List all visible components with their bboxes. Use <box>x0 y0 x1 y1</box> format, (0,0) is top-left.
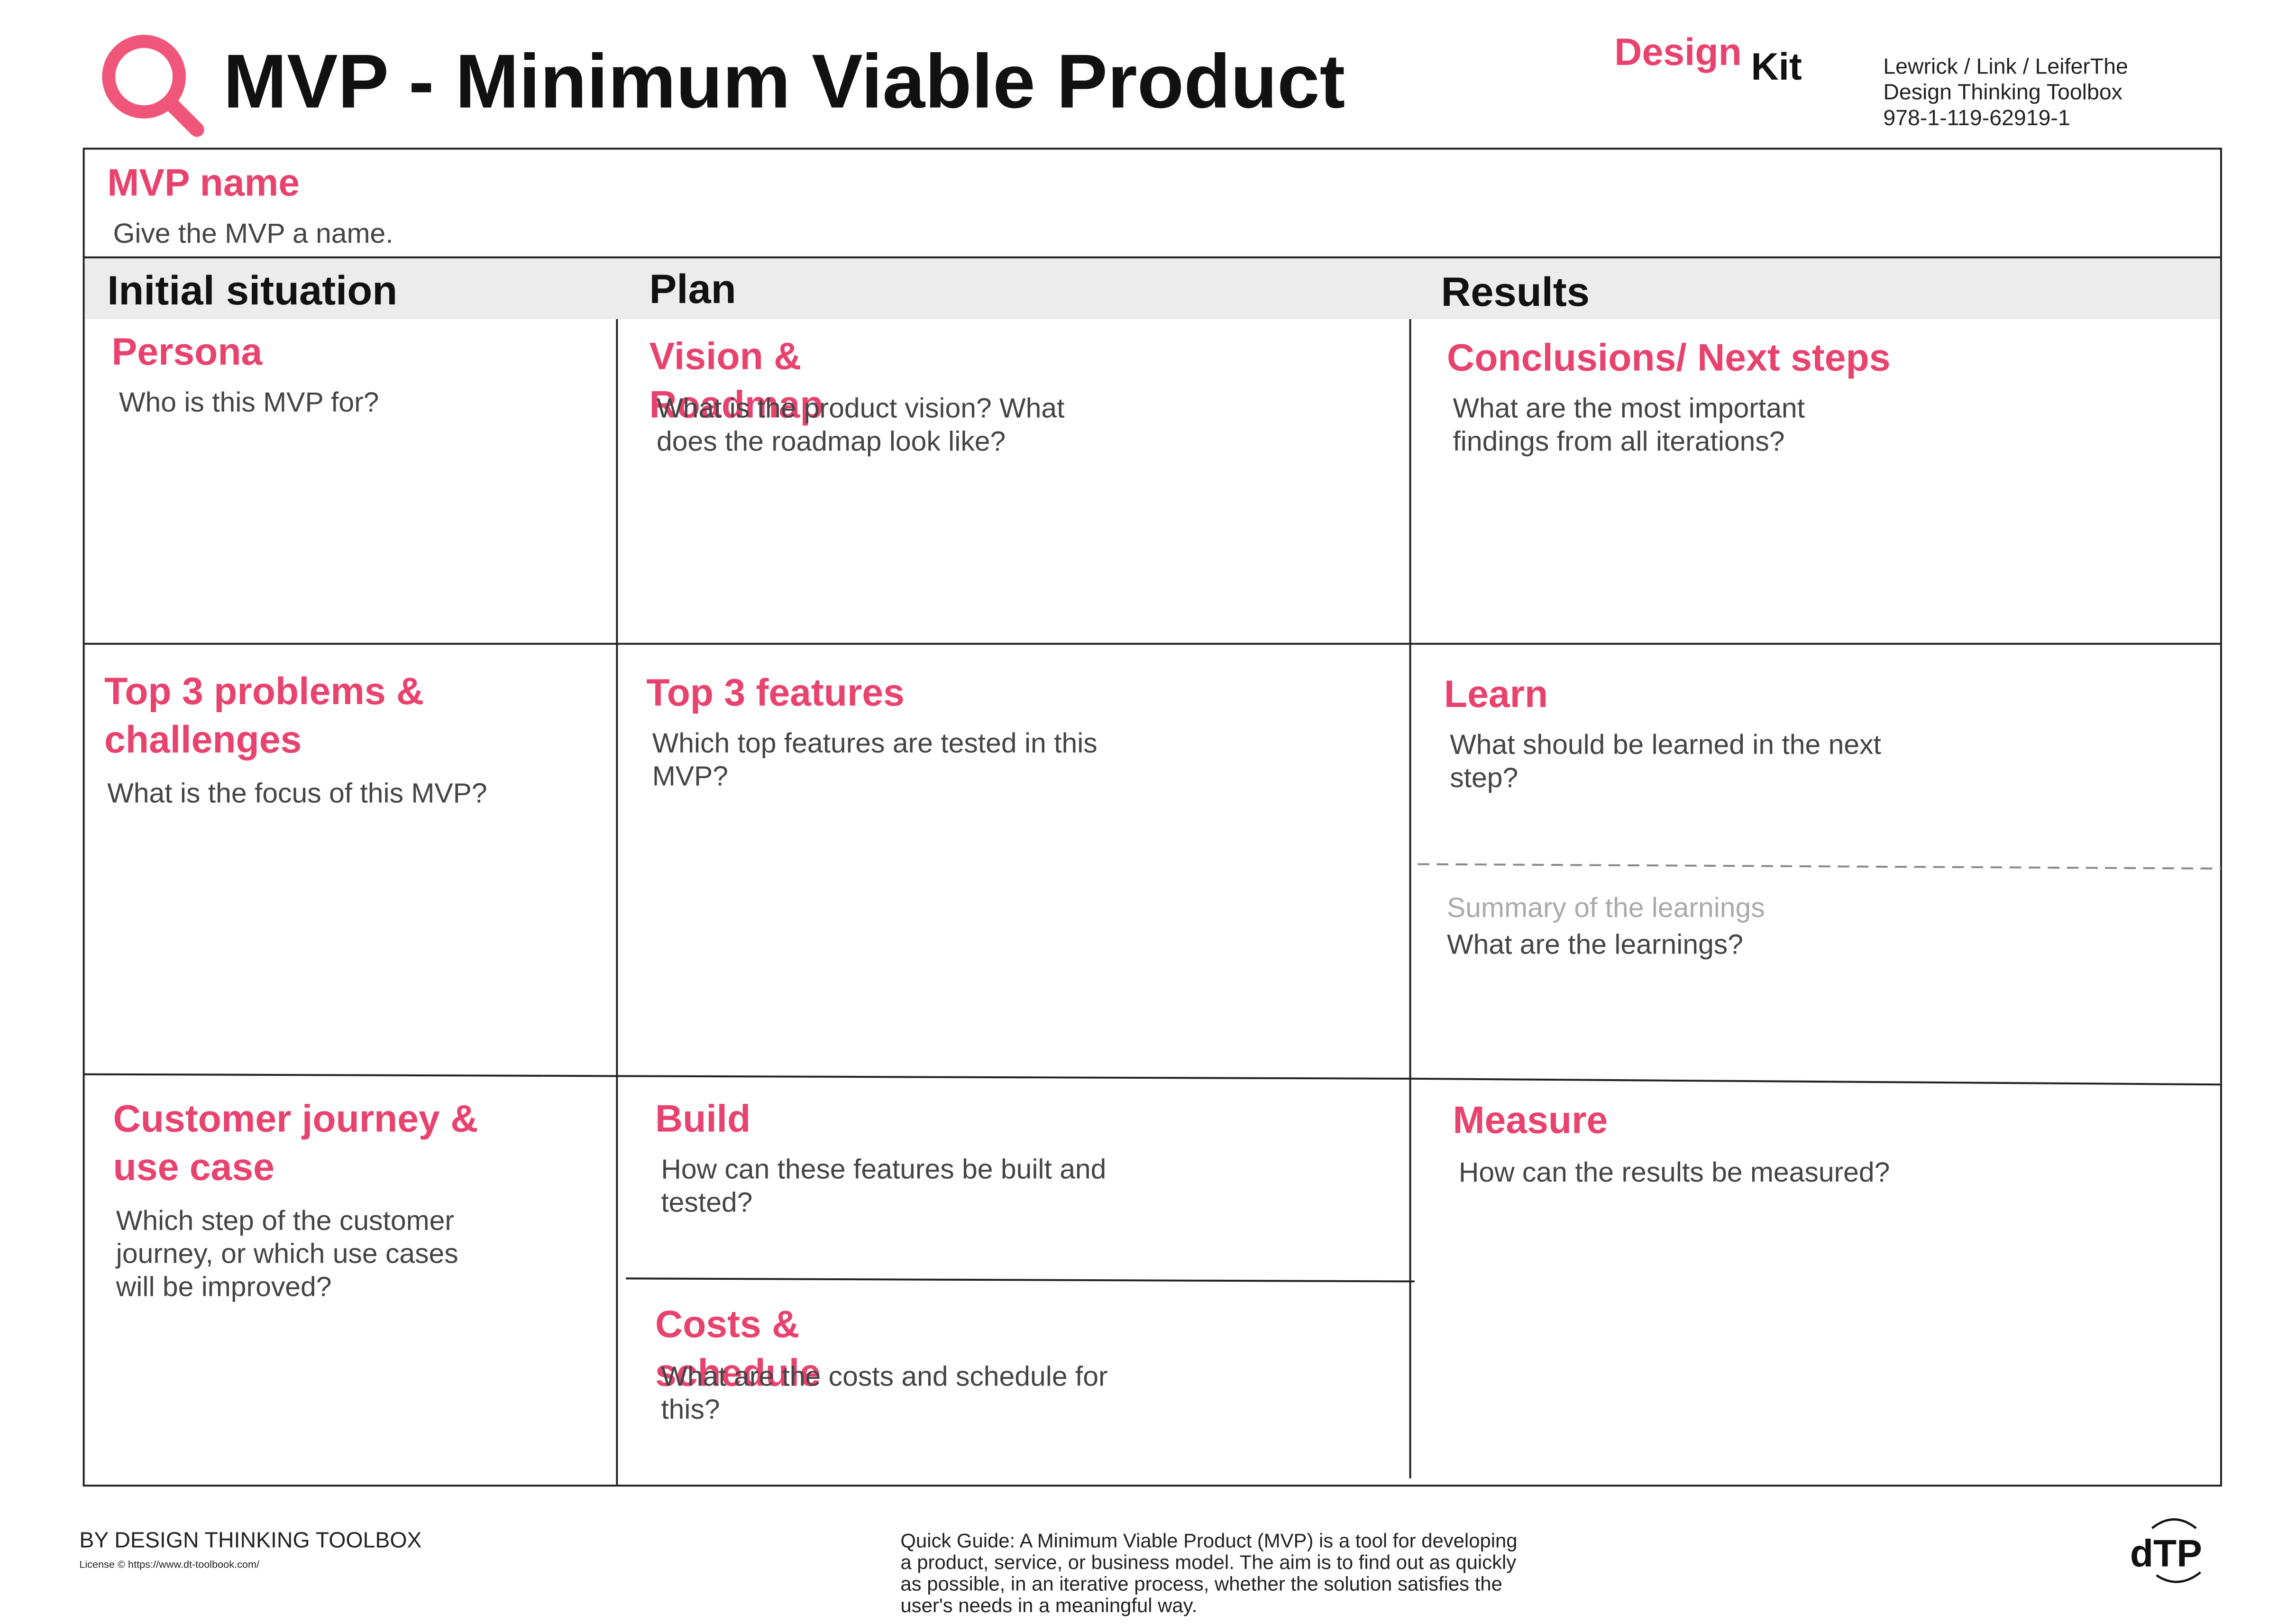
cell-prompt: Who is this MVP for? <box>119 387 379 418</box>
divider <box>625 1277 1415 1283</box>
cell-title: Top 3 problems & <box>104 670 424 713</box>
footer-by: BY DESIGN THINKING TOOLBOX <box>79 1527 421 1552</box>
cell-prompt: What should be learned in the next <box>1450 729 1881 760</box>
cell-prompt: What is the focus of this MVP? <box>107 778 487 808</box>
cell-prompt: How can the results be measured? <box>1459 1157 1890 1188</box>
cell-title: Conclusions/ Next steps <box>1447 336 1890 379</box>
author-line: Design Thinking Toolbox <box>1883 80 2122 104</box>
cell-title: use case <box>113 1146 274 1189</box>
cell-prompt: What are the most important <box>1453 393 1805 424</box>
cell-prompt: will be improved? <box>116 1271 332 1302</box>
title: MVP - Minimum Viable Product <box>223 39 1345 124</box>
quick-guide-line: Quick Guide: A Minimum Viable Product (M… <box>900 1529 1517 1551</box>
logo: dTP <box>2130 1532 2202 1575</box>
cell-title: Top 3 features <box>646 671 905 714</box>
quick-guide-line: user's needs in a meaningful way. <box>900 1594 1197 1616</box>
dashed-divider <box>1418 863 2221 870</box>
cell-title: Costs & <box>655 1303 799 1346</box>
divider <box>1410 1077 2221 1086</box>
cell-prompt: Which step of the customer <box>116 1205 454 1236</box>
cell-title: challenges <box>104 718 302 761</box>
cell-prompt: step? <box>1450 762 1518 793</box>
author-line: Lewrick / Link / LeiferThe <box>1883 54 2128 78</box>
quick-guide-line: a product, service, or business model. T… <box>900 1551 1516 1573</box>
cell-prompt: findings from all iterations? <box>1453 426 1784 457</box>
cell-prompt: What is the product vision? What <box>657 393 1064 424</box>
header-band <box>85 258 2220 319</box>
cell-title: Measure <box>1453 1099 1608 1142</box>
learnings-title: Summary of the learnings <box>1447 892 1765 923</box>
quick-guide-line: as possible, in an iterative process, wh… <box>900 1572 1502 1595</box>
cell-prompt: does the roadmap look like? <box>657 426 1006 457</box>
divider <box>83 1073 1410 1080</box>
cell-title: Vision & <box>649 335 802 377</box>
cell-prompt: this? <box>661 1394 720 1425</box>
cell-title: Persona <box>111 330 263 373</box>
cell-prompt: MVP? <box>652 761 728 792</box>
cell-title: schedule <box>655 1351 821 1394</box>
cell-prompt: journey, or which use cases <box>115 1239 458 1269</box>
mvp-name-prompt: Give the MVP a name. <box>113 218 393 249</box>
brand-kit: Kit <box>1751 46 1802 88</box>
cell-prompt: Which top features are tested in this <box>652 728 1098 759</box>
learnings-prompt: What are the learnings? <box>1447 929 1743 960</box>
cell-title: Customer journey & <box>113 1097 478 1140</box>
cell-prompt: tested? <box>661 1187 752 1218</box>
cell-prompt: What are the costs and schedule for <box>661 1361 1107 1392</box>
cell-prompt: How can these features be built and <box>661 1154 1106 1185</box>
cell-title: Roadmap <box>649 384 823 426</box>
mvp-name-title: MVP name <box>107 162 300 204</box>
column-title: Plan <box>649 266 736 312</box>
cell-title: Build <box>655 1097 750 1140</box>
brand-design: Design <box>1614 31 1742 73</box>
column-title: Initial situation <box>107 267 397 313</box>
logo-arrows <box>2151 1518 2202 1583</box>
column-title: Results <box>1441 269 1590 315</box>
cell-title: Learn <box>1444 673 1548 716</box>
footer-license: License © https://www.dt-toolbook.com/ <box>79 1559 260 1570</box>
search-icon <box>102 35 204 137</box>
frame <box>82 147 2222 1487</box>
author-line: 978-1-119-62919-1 <box>1883 105 2070 130</box>
